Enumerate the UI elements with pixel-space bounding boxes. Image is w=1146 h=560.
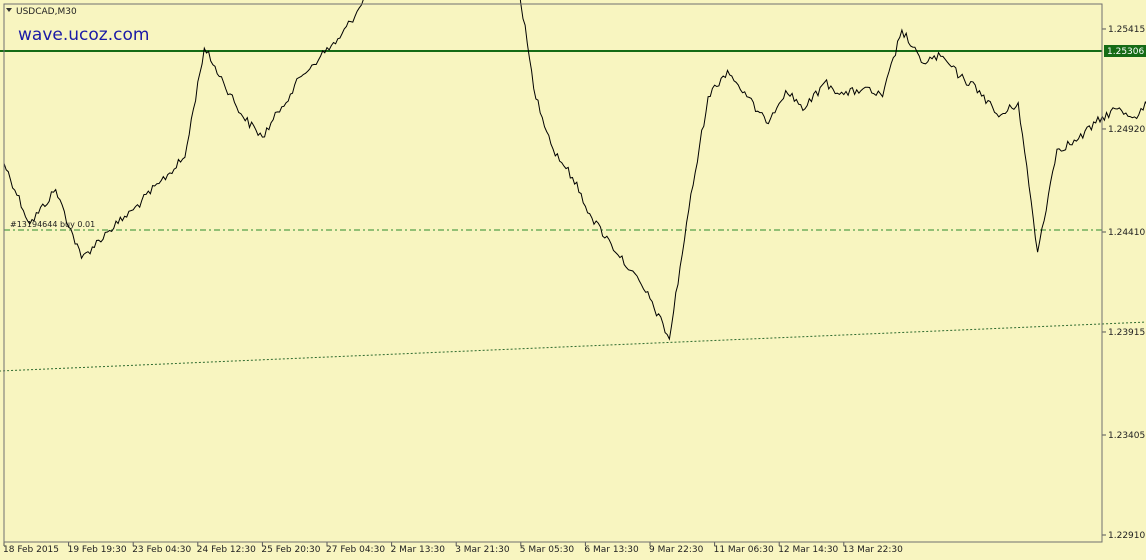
x-tick-label: 12 Mar 14:30 [778,545,838,555]
trade-line-label: #13194644 buy 0.01 [10,220,95,229]
price-badge-label: 1.25306 [1107,47,1144,57]
x-tick-label: 9 Mar 22:30 [649,545,704,555]
price-series [3,0,1146,341]
y-tick-label: 1.24410 [1108,228,1145,238]
symbol-label: USDCAD,M30 [16,7,77,17]
x-tick-label: 3 Mar 21:30 [455,545,510,555]
price-badge [1104,44,1146,57]
x-tick-label: 19 Feb 19:30 [68,545,127,555]
x-tick-label: 25 Feb 20:30 [261,545,320,555]
price-line [3,0,1146,341]
x-tick-label: 5 Mar 05:30 [520,545,575,555]
x-tick-label: 27 Feb 04:30 [326,545,385,555]
x-tick-label: 24 Feb 12:30 [197,545,256,555]
y-tick-label: 1.23915 [1108,328,1145,338]
plot-frame [3,3,1103,543]
x-tick-label: 23 Feb 04:30 [132,545,191,555]
y-tick-label: 1.22910 [1108,531,1145,541]
x-tick-label: 13 Mar 22:30 [843,545,903,555]
x-tick-label: 18 Feb 2015 [3,545,59,555]
trade-lines: #13396342 buy 0.01#13396342 sl#13292734 … [0,49,1102,231]
x-tick-label: 2 Mar 13:30 [391,545,446,555]
x-tick-label: 11 Mar 06:30 [714,545,774,555]
y-tick-label: 1.25415 [1108,25,1145,35]
y-tick-label: 1.23405 [1108,431,1145,441]
x-tick-label: 6 Mar 13:30 [584,545,639,555]
watermark: wave.ucoz.com [18,25,149,45]
symbol-dropdown-icon[interactable] [6,8,12,12]
y-tick-label: 1.24920 [1108,125,1145,135]
